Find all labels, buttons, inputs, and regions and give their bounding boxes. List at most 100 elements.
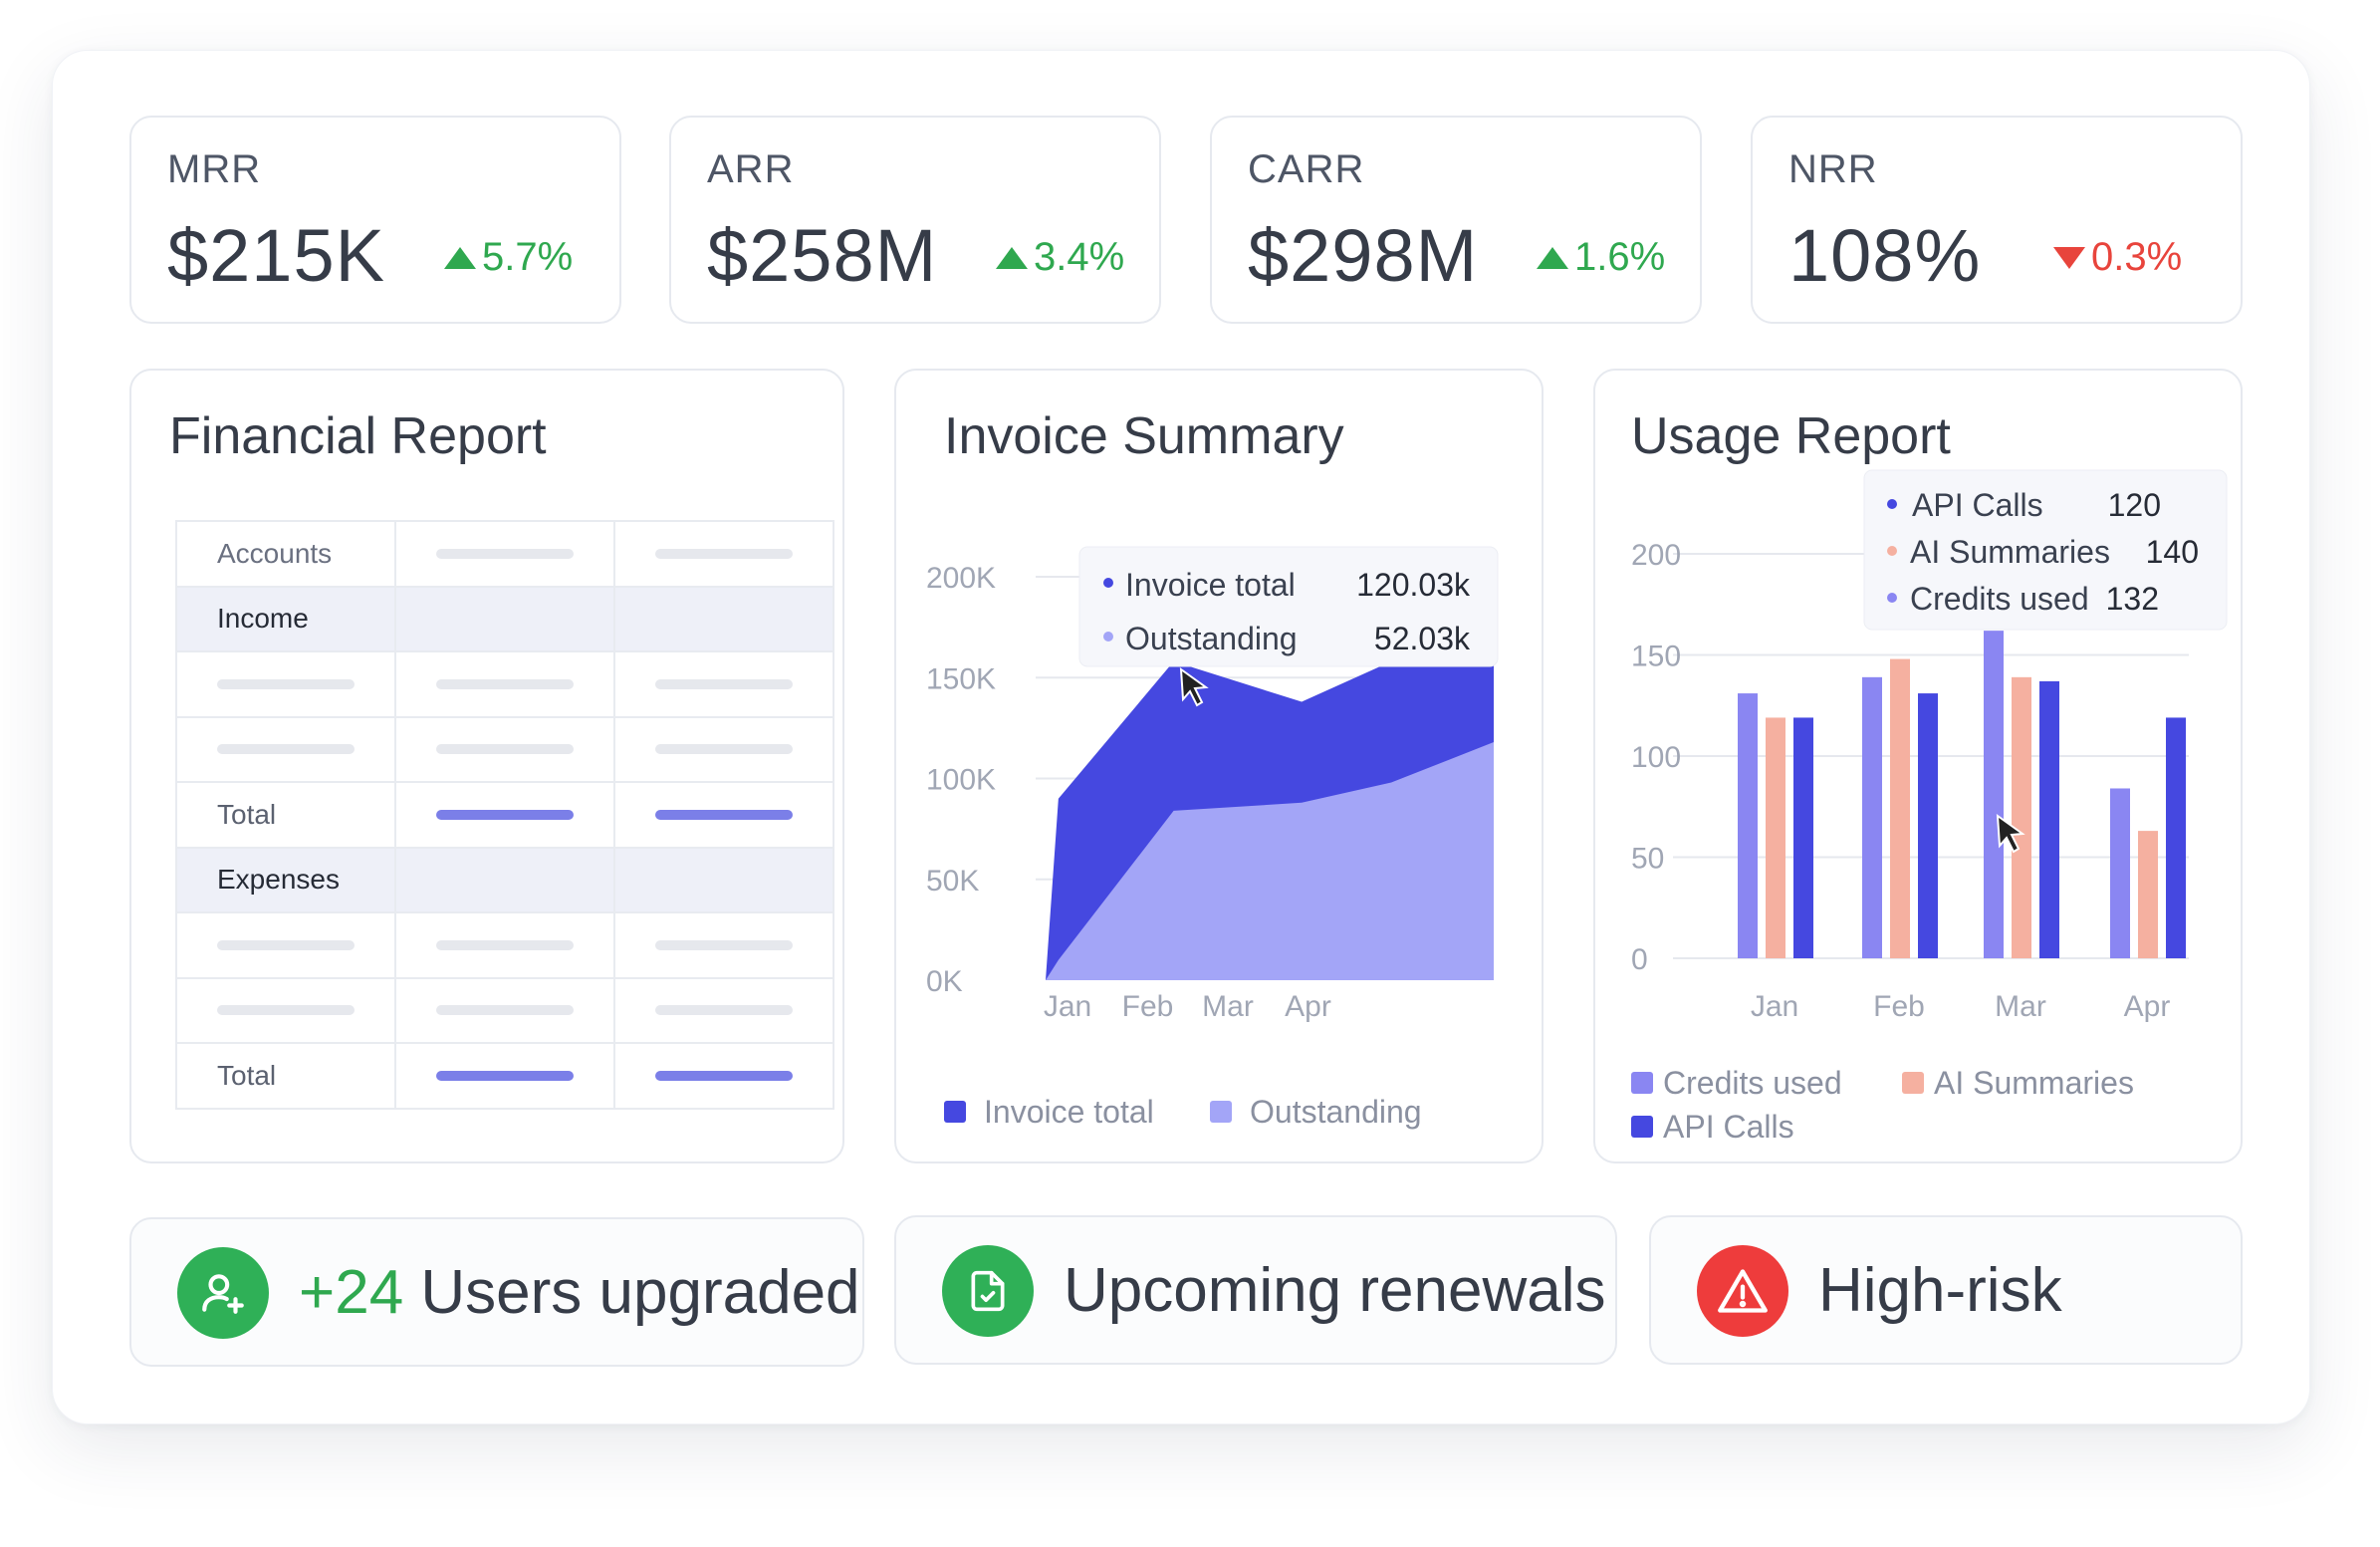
table-row [175, 976, 834, 1044]
ai-dot [1887, 546, 1897, 556]
table-cell [613, 976, 834, 1044]
table-row: Accounts [175, 520, 834, 588]
placeholder-bar [436, 678, 574, 689]
table-row[interactable]: Income [175, 585, 834, 652]
y-tick-label: 200K [926, 562, 996, 595]
placeholder-bar [217, 744, 355, 755]
bar-credits-used [1738, 693, 1758, 958]
mouse-cursor-icon [1996, 813, 2025, 854]
x-tick-label: Jan [1751, 990, 1798, 1023]
users-label: Users upgraded [403, 1258, 860, 1327]
trend-up-icon [1537, 246, 1568, 269]
table-row [175, 650, 834, 718]
legend-invoice[interactable]: Invoice total [984, 1094, 1154, 1130]
table-cell [613, 1042, 834, 1110]
placeholder-bar [436, 548, 574, 559]
table-cell [613, 520, 834, 588]
legend-ai[interactable]: AI Summaries [1934, 1065, 2134, 1101]
total-bar [436, 809, 574, 820]
kpi-delta-value: 1.6% [1574, 235, 1666, 279]
kpi-delta-value: 3.4% [1034, 235, 1125, 279]
usage-tooltip: API Calls 120 AI Summaries 140 Credits u… [1863, 469, 2228, 631]
table-cell: Accounts [175, 520, 396, 588]
legend-swatch-invoice [944, 1101, 966, 1123]
placeholder-bar [436, 1005, 574, 1016]
x-tick-label: Jan [1044, 990, 1091, 1023]
tooltip-credits-value: 132 [2106, 581, 2159, 617]
panel-title: Invoice Summary [944, 407, 1344, 465]
table-cell [613, 781, 834, 849]
placeholder-bar [655, 678, 793, 689]
placeholder-bar [436, 744, 574, 755]
legend-outstanding[interactable]: Outstanding [1250, 1094, 1422, 1130]
kpi-card-nrr[interactable]: NRR 108% 0.3% [1751, 116, 2243, 324]
kpi-card-arr[interactable]: ARR $258M 3.4% [669, 116, 1161, 324]
kpi-card-mrr[interactable]: MRR $215K 5.7% [129, 116, 621, 324]
table-cell [175, 911, 396, 979]
tooltip-box [1078, 546, 1499, 667]
table-cell [175, 650, 396, 718]
panel-title: Financial Report [169, 407, 547, 465]
table-cell [394, 585, 615, 652]
table-cell [175, 976, 396, 1044]
placeholder-bar [217, 1005, 355, 1016]
tooltip-outstanding-label: Outstanding [1125, 621, 1298, 656]
table-cell [394, 520, 615, 588]
user-add-icon [177, 1247, 269, 1339]
y-tick-label: 50 [1631, 843, 1664, 876]
upcoming-renewals-card[interactable]: Upcoming renewals [894, 1215, 1617, 1365]
table-cell [613, 650, 834, 718]
table-cell [394, 781, 615, 849]
users-upgraded-card[interactable]: +24 Users upgraded [129, 1217, 864, 1367]
trend-up-icon [996, 246, 1028, 269]
usage-report-panel: Usage Report 0 50 100 150 200 Jan Feb Mar Apr A… [1593, 369, 2243, 1163]
tooltip-ai-value: 140 [2146, 534, 2199, 570]
bar-credits-used [2110, 788, 2130, 958]
table-cell [613, 715, 834, 783]
high-risk-card[interactable]: High-risk [1649, 1215, 2243, 1365]
kpi-delta-value: 5.7% [482, 235, 574, 279]
table-cell: Expenses [175, 846, 396, 913]
bar-credits-used [1984, 631, 2004, 958]
table-cell: Total [175, 781, 396, 849]
tooltip-invoice-value: 120.03k [1356, 567, 1471, 603]
bar-api-calls [1793, 717, 1813, 958]
total-bar [655, 809, 793, 820]
placeholder-bar [655, 939, 793, 950]
trend-up-icon [444, 246, 476, 269]
legend-swatch-outstanding [1210, 1101, 1232, 1123]
high-risk-text: High-risk [1818, 1256, 2062, 1325]
tooltip-api-value: 120 [2108, 487, 2161, 523]
usage-bar-chart[interactable]: 0 50 100 150 200 Jan Feb Mar Apr API Calls 120 … [1595, 371, 2245, 1165]
usage-legend: Credits used AI Summaries API Calls [1631, 1065, 2134, 1145]
tooltip-outstanding-value: 52.03k [1374, 621, 1471, 656]
tooltip-credits-label: Credits used [1910, 581, 2089, 617]
placeholder-bar [655, 548, 793, 559]
trend-down-icon [2053, 246, 2085, 269]
legend-credits[interactable]: Credits used [1663, 1065, 1842, 1101]
users-count: +24 [299, 1258, 404, 1327]
legend-api[interactable]: API Calls [1663, 1109, 1794, 1145]
kpi-value: $258M [707, 214, 938, 297]
y-tick-label: 150K [926, 662, 996, 695]
table-cell [175, 715, 396, 783]
users-upgraded-text: +24 Users upgraded [299, 1257, 860, 1328]
placeholder-bar [436, 939, 574, 950]
kpi-card-carr[interactable]: CARR $298M 1.6% [1210, 116, 1702, 324]
kpi-label: NRR [1788, 147, 1878, 191]
kpi-delta-value: 0.3% [2091, 235, 2183, 279]
y-tick-label: 100 [1631, 741, 1681, 774]
y-tick-label: 100K [926, 764, 996, 797]
bar-api-calls [2039, 680, 2059, 958]
x-tick-label: Apr [1285, 990, 1331, 1023]
table-row[interactable]: Expenses [175, 846, 834, 913]
invoice-area-chart[interactable]: 0K 50K 100K 150K 200K Jan Feb Mar Apr Invoice t… [896, 371, 1546, 1165]
table-cell [394, 976, 615, 1044]
placeholder-bar [217, 939, 355, 950]
bar-ai-summaries [2138, 831, 2158, 958]
kpi-delta: 3.4% [996, 235, 1124, 280]
table-cell [394, 911, 615, 979]
y-tick-label: 50K [926, 865, 979, 898]
outstanding-dot [1103, 632, 1113, 642]
x-tick-label: Apr [2124, 990, 2171, 1023]
